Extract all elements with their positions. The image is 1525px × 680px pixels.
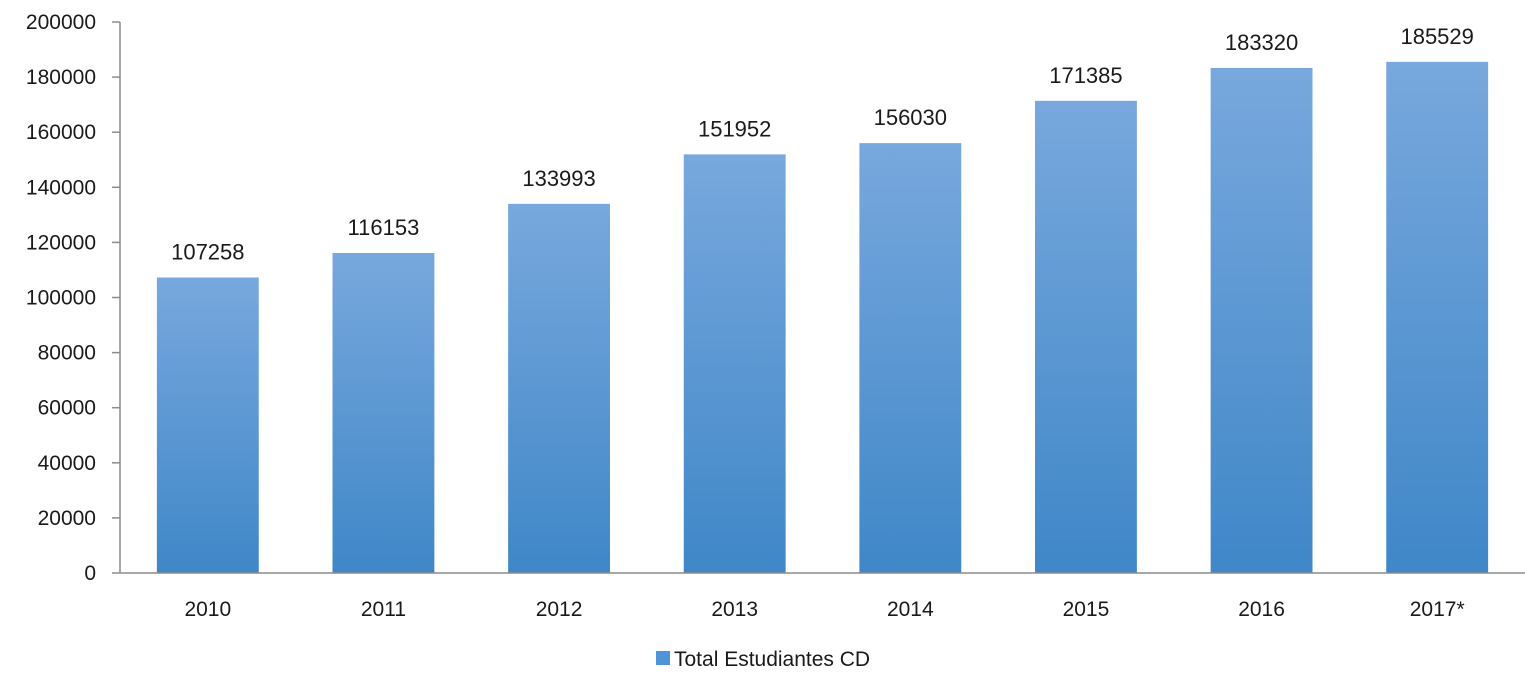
legend-label: Total Estudiantes CD <box>674 648 870 671</box>
data-label: 185529 <box>1400 24 1473 49</box>
data-label: 107258 <box>171 240 244 265</box>
bar-2012 <box>508 203 610 573</box>
y-tick-label: 20000 <box>38 507 96 530</box>
y-tick-label: 80000 <box>38 342 96 365</box>
x-tick-label: 2013 <box>711 598 758 621</box>
y-tick-label: 140000 <box>26 176 96 199</box>
x-tick-label: 2010 <box>184 598 231 621</box>
bars <box>156 61 1489 574</box>
bar-2011 <box>332 252 435 574</box>
data-label: 183320 <box>1225 30 1298 55</box>
data-label: 116153 <box>348 215 420 240</box>
x-axis: 2010 2011 2012 2013 2014 2015 2016 2017* <box>120 572 1525 621</box>
data-label: 156030 <box>874 105 947 130</box>
data-label: 133993 <box>522 166 595 191</box>
y-tick-label: 40000 <box>38 452 96 475</box>
x-tick-label: 2015 <box>1063 598 1110 621</box>
y-tick-label: 180000 <box>26 66 96 89</box>
x-tick-label: 2017* <box>1410 598 1465 621</box>
bar-2014 <box>859 143 962 574</box>
x-tick-label: 2011 <box>361 598 406 621</box>
bar-2017 <box>1386 61 1489 573</box>
y-tick-label: 200000 <box>26 11 96 34</box>
data-labels: 107258 116153 133993 151952 156030 171385 1833… <box>171 24 1474 265</box>
x-tick-label: 2014 <box>887 598 934 621</box>
bar-2016 <box>1210 67 1313 573</box>
data-label: 171385 <box>1049 63 1122 88</box>
x-tick-label: 2012 <box>536 598 583 621</box>
y-tick-label: 100000 <box>26 287 96 310</box>
bar-2010 <box>156 277 259 573</box>
y-tick-label: 0 <box>84 562 96 585</box>
legend-swatch <box>656 651 670 665</box>
y-tick-label: 60000 <box>38 397 96 420</box>
data-label: 151952 <box>698 116 771 141</box>
y-tick-label: 120000 <box>26 231 96 254</box>
bar-2013 <box>683 154 786 573</box>
y-axis: 0 20000 40000 60000 80000 100000 120000 140000 1… <box>26 11 121 585</box>
bar-2015 <box>1035 100 1137 574</box>
legend: Total Estudiantes CD <box>656 648 870 671</box>
y-tick-label: 160000 <box>26 121 96 144</box>
x-tick-label: 2016 <box>1238 598 1285 621</box>
